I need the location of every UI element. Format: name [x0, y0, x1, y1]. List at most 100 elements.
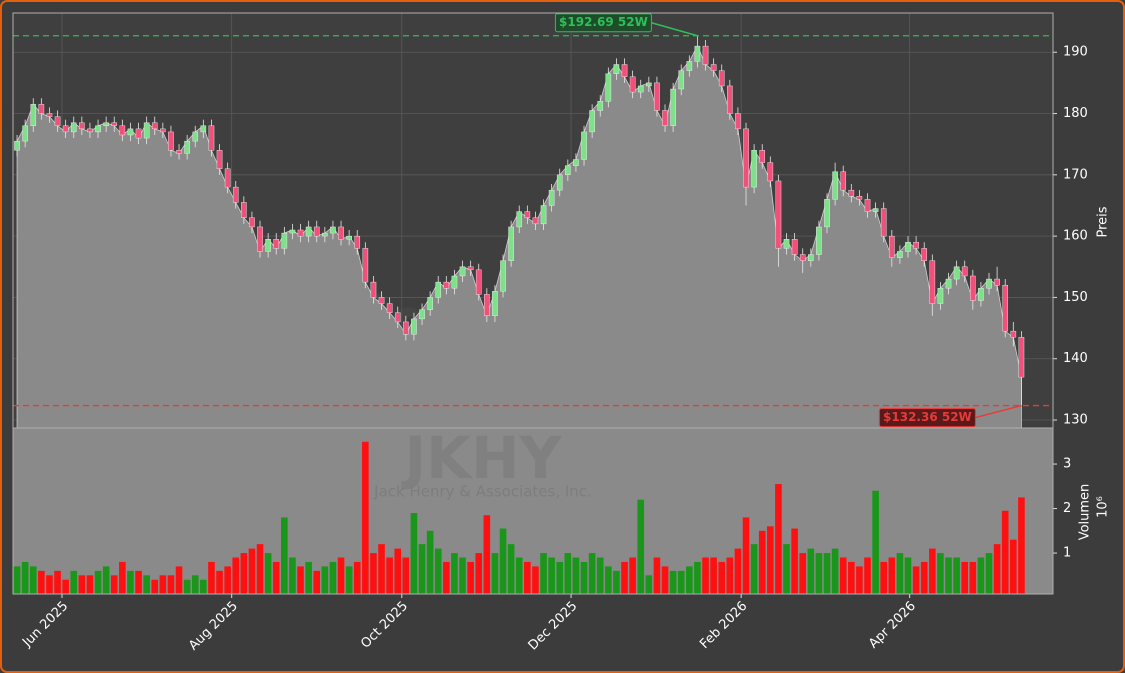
volume-bar: [880, 561, 888, 594]
candle-body: [702, 45, 709, 65]
volume-bar: [920, 561, 928, 594]
candle-body: [565, 165, 571, 176]
volume-bar: [191, 575, 199, 594]
volume-bar: [353, 561, 361, 594]
volume-bar: [394, 548, 402, 594]
volume-bar: [507, 544, 515, 594]
volume-bar: [945, 557, 952, 594]
candle-body: [322, 232, 328, 237]
volume-bar: [831, 548, 839, 594]
volume-bar: [370, 553, 377, 594]
volume-bar: [232, 557, 240, 594]
candle-body: [937, 288, 944, 304]
candle-body: [297, 229, 304, 237]
candle-body: [824, 199, 830, 228]
volume-bar: [313, 570, 321, 594]
volume-bar: [669, 570, 677, 594]
candle-body: [994, 278, 1000, 286]
candle-body: [46, 113, 53, 117]
volume-bar: [443, 561, 450, 594]
volume-bar: [305, 561, 312, 594]
candle-body: [394, 312, 401, 323]
volume-bar: [929, 548, 936, 594]
candle-body: [38, 104, 45, 114]
candle-body: [540, 205, 547, 225]
volume-bar: [499, 528, 507, 594]
volume-bar: [46, 575, 53, 594]
annotation-label: $132.36 52W: [883, 410, 972, 424]
volume-bar: [183, 579, 191, 594]
volume-bar: [78, 575, 86, 594]
candle-body: [832, 171, 838, 200]
volume-bar: [70, 570, 78, 594]
candle-body: [160, 128, 166, 133]
candle-body: [135, 128, 142, 139]
volume-bar: [758, 530, 766, 594]
volume-border: [12, 427, 1054, 595]
candle-body: [856, 196, 863, 200]
volume-bar: [621, 561, 628, 594]
candle-body: [629, 76, 636, 93]
volume-bar: [475, 553, 483, 594]
volume-bar: [993, 544, 1001, 594]
candle-body: [694, 45, 701, 62]
candle-body: [735, 113, 741, 130]
volume-bar: [281, 517, 288, 594]
candle-body: [305, 226, 312, 237]
y-tick-label: 140: [1063, 351, 1088, 366]
volume-bar: [872, 490, 879, 594]
candle-body: [913, 242, 919, 249]
y-tick-label: 130: [1063, 413, 1088, 428]
watermark-company: Jack Henry & Associates, Inc.: [373, 483, 592, 501]
volume-bar: [864, 557, 871, 594]
candle-body: [581, 131, 587, 160]
candle-body: [605, 73, 612, 102]
candle-body: [978, 288, 984, 301]
annotation-label: $192.69 52W: [559, 15, 648, 29]
volume-bar: [556, 561, 564, 594]
volume-bar: [289, 557, 296, 594]
volume-bar: [321, 566, 329, 594]
candle-body: [808, 254, 814, 261]
candle-body: [30, 104, 37, 126]
candle-body: [192, 131, 199, 142]
volume-bar: [580, 561, 588, 594]
volume-bar: [548, 557, 555, 594]
volume-bar: [775, 484, 782, 594]
volume-bar: [985, 553, 993, 594]
volume-bar: [459, 557, 466, 594]
volume-bar: [710, 557, 717, 594]
candle-body: [459, 266, 466, 277]
candle-body: [70, 122, 77, 133]
volume-bar: [54, 570, 61, 594]
candle-body: [556, 174, 563, 191]
volume-bar: [143, 575, 150, 594]
volume-bar: [767, 526, 774, 594]
candle-body: [257, 226, 263, 252]
volume-bar: [483, 515, 491, 594]
candle-body: [532, 217, 539, 225]
annotation-arrow: [975, 404, 1022, 419]
candle-body: [22, 125, 28, 142]
candle-body: [613, 64, 620, 74]
candle-body: [524, 211, 531, 218]
candle-body: [864, 199, 871, 212]
candle-body: [265, 238, 271, 252]
volume-bar: [799, 553, 807, 594]
candle-body: [783, 238, 790, 249]
candle-body: [1002, 284, 1009, 332]
y-tick-label: 190: [1063, 45, 1088, 60]
candle-body: [95, 125, 101, 133]
volume-bar: [102, 566, 110, 594]
candle-body: [427, 297, 433, 310]
volume-bar: [200, 579, 207, 594]
candle-body: [411, 318, 417, 335]
candle-body: [208, 125, 215, 151]
candle-body: [929, 260, 936, 304]
volume-bar: [256, 544, 264, 594]
candle-body: [848, 189, 855, 197]
volume-bar: [661, 566, 669, 594]
candle-body: [143, 122, 150, 139]
y2-tick-label: 1: [1063, 546, 1071, 561]
